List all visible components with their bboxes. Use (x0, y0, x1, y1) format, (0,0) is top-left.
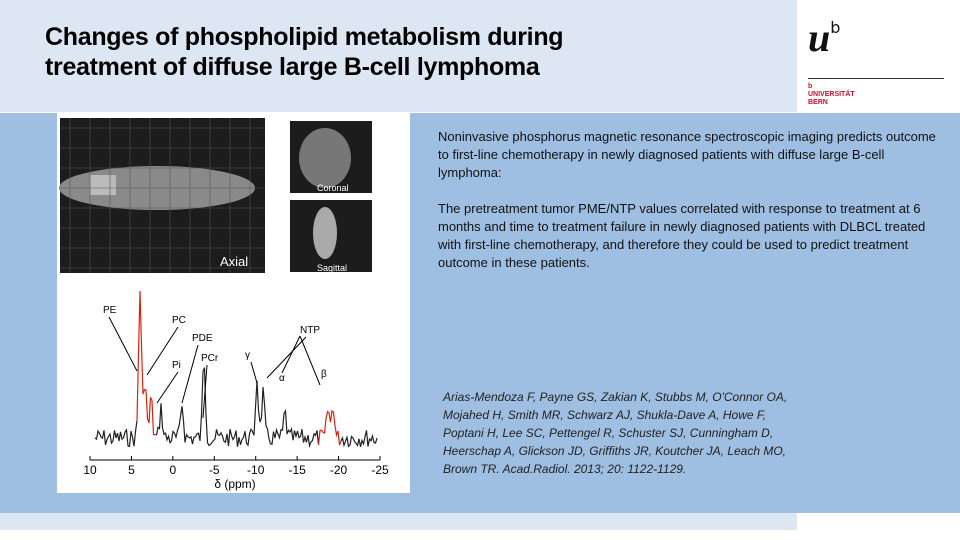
axis-label: δ (ppm) (214, 477, 255, 491)
tick-label: 0 (170, 463, 177, 477)
logo-name: BERN (808, 99, 828, 106)
peak-label: PC (172, 315, 186, 326)
trace (94, 420, 138, 448)
peak-label: Pi (172, 360, 181, 371)
peak-label: PE (103, 305, 117, 316)
tick-label: -15 (288, 463, 306, 477)
tick-label: 10 (83, 463, 97, 477)
spectrum (94, 290, 378, 449)
paragraph: The pretreatment tumor PME/NTP values co… (438, 201, 926, 270)
arrow (156, 371, 179, 404)
arrow (250, 361, 258, 384)
body-shape (299, 128, 351, 188)
tick-label: 5 (128, 463, 135, 477)
body-shape (313, 207, 337, 259)
logo-superscript: b (830, 18, 841, 37)
logo: ub b UNIVERSITÄT BERN (808, 8, 944, 107)
body-text: Noninvasive phosphorus magnetic resonanc… (438, 128, 938, 290)
arrow (181, 344, 199, 404)
peak-label: PDE (192, 333, 213, 344)
arrow (281, 335, 301, 374)
trace (340, 430, 378, 448)
peak-label: γ (245, 350, 250, 361)
peak-label: β (321, 369, 327, 380)
paragraph: Noninvasive phosphorus magnetic resonanc… (438, 129, 936, 180)
tick-label: -5 (209, 463, 220, 477)
panel-label: Axial (220, 254, 248, 269)
tick-label: -25 (371, 463, 389, 477)
title-line: treatment of diffuse large B-cell lympho… (45, 53, 540, 81)
logo-name: UNIVERSITÄT (808, 91, 855, 98)
logo-mark: ub (808, 8, 944, 58)
logo-rule (808, 78, 944, 79)
arrow (146, 326, 179, 376)
tick-label: -20 (330, 463, 348, 477)
citation: Arias-Mendoza F, Payne GS, Zakian K, Stu… (443, 390, 788, 476)
panel-label: Coronal (317, 183, 349, 193)
title-line: Changes of phospholipid metabolism durin… (45, 23, 564, 51)
arrow (299, 335, 321, 386)
logo-letter: u (808, 15, 831, 60)
tick-label: -10 (247, 463, 265, 477)
figure: Axial Coronal Sagittal δ (ppm) 10 5 0 -5 -10… (57, 113, 410, 493)
footer-band (0, 513, 797, 530)
peak-label: α (279, 373, 285, 384)
peak-label: NTP (300, 325, 320, 336)
trace (317, 409, 342, 446)
arrow (266, 336, 307, 379)
arrow (108, 316, 138, 372)
image-grid (60, 118, 265, 273)
panel-label: Sagittal (317, 263, 347, 273)
logo-small: b (808, 83, 813, 90)
peak-label: PCr (201, 353, 219, 364)
slide-title: Changes of phospholipid metabolism durin… (45, 22, 564, 82)
header-band (0, 0, 797, 112)
trace (155, 367, 320, 449)
voxel (90, 175, 116, 195)
trace (136, 290, 157, 436)
arrow (202, 364, 208, 419)
